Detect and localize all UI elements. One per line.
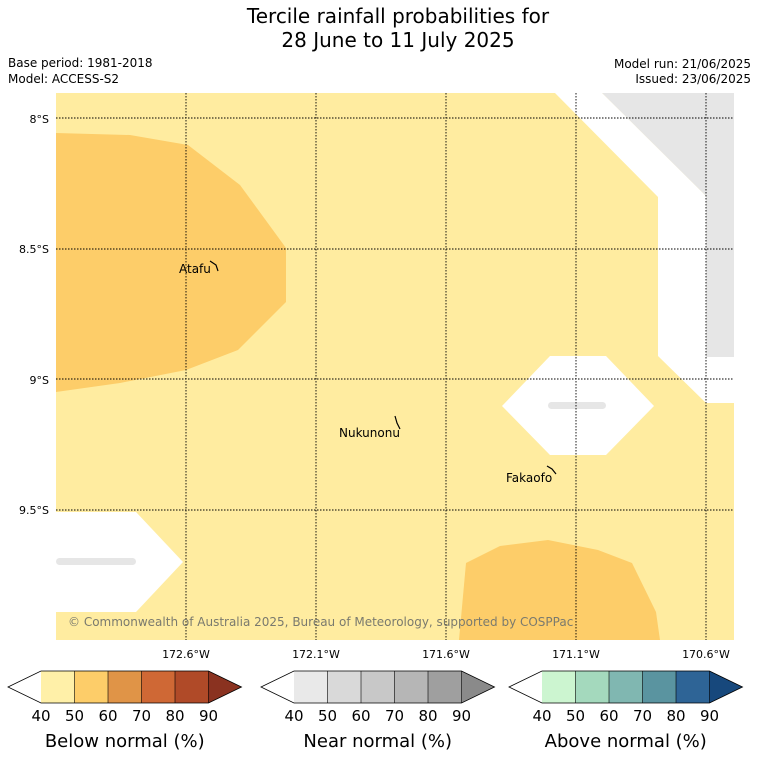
lat-labels: 8°S 8.5°S 9°S 9.5°S	[19, 113, 49, 517]
base-period: Base period: 1981-2018	[8, 56, 153, 70]
lon-label-171-6w: 171.6°W	[422, 648, 470, 661]
near-tick-label: 60	[351, 707, 370, 725]
above-swatch-5	[676, 671, 710, 703]
region-near-normal-center	[548, 402, 606, 409]
below-swatch-2	[74, 671, 108, 703]
near-tick-label: 80	[418, 707, 437, 725]
above-tick-label: 70	[633, 707, 652, 725]
lat-label-9-5s: 9.5°S	[19, 504, 49, 517]
above-lower-extend	[509, 671, 542, 703]
below-tick-label: 50	[65, 707, 84, 725]
lon-label-172-1w: 172.1°W	[292, 648, 340, 661]
lon-label-170-6w: 170.6°W	[682, 648, 730, 661]
below-swatch-3	[108, 671, 142, 703]
near-swatch-5	[428, 671, 462, 703]
model-name: Model: ACCESS-S2	[8, 72, 120, 86]
nukunonu-island	[394, 415, 401, 430]
above-swatch-3	[609, 671, 643, 703]
near-swatch-2	[327, 671, 361, 703]
above-swatch-1	[542, 671, 576, 703]
copyright-credit: © Commonwealth of Australia 2025, Bureau…	[68, 615, 573, 629]
above-tick-label: 60	[599, 707, 618, 725]
above-outline	[508, 670, 744, 704]
issued-date: Issued: 23/06/2025	[635, 72, 751, 86]
region-near-normal-sw	[56, 558, 136, 565]
above-swatch-4	[642, 671, 676, 703]
near-tick-label: 50	[318, 707, 337, 725]
near-swatch-1	[294, 671, 328, 703]
lat-label-8-5s: 8.5°S	[19, 243, 49, 256]
below-tick-label: 70	[132, 707, 151, 725]
region-below-50-60-west	[56, 133, 286, 392]
lon-labels: 172.6°W 172.1°W 171.6°W 171.1°W 170.6°W	[162, 648, 730, 661]
below-tick-label: 40	[31, 707, 50, 725]
atafu-island	[209, 260, 219, 272]
region-no-category-ne	[555, 93, 734, 403]
above-tick-label: 80	[666, 707, 685, 725]
fakaofo-island	[546, 465, 557, 475]
islands	[209, 260, 557, 475]
region-below-50-60-south	[459, 540, 660, 640]
fakaofo-label: Fakaofo	[506, 471, 552, 485]
below-tick-label: 90	[199, 707, 218, 725]
below-legend-title: Below normal (%)	[45, 731, 205, 752]
above-tick-label: 50	[566, 707, 585, 725]
above-swatch-2	[575, 671, 609, 703]
near-outline	[260, 670, 496, 704]
above-tick-label: 90	[700, 707, 719, 725]
above-legend-title: Above normal (%)	[545, 731, 707, 752]
nukunonu-label: Nukunonu	[339, 426, 400, 440]
near-swatch-3	[361, 671, 395, 703]
lat-label-8s: 8°S	[30, 113, 49, 126]
near-upper-extend	[461, 671, 495, 703]
above-upper-extend	[709, 671, 743, 703]
near-tick-label: 70	[385, 707, 404, 725]
lat-label-9s: 9°S	[30, 374, 49, 387]
above-tick-label: 40	[532, 707, 551, 725]
below-lower-extend	[8, 671, 41, 703]
below-swatch-1	[41, 671, 75, 703]
title-line-1: Tercile rainfall probabilities for	[246, 4, 550, 28]
near-tick-label: 90	[452, 707, 471, 725]
lon-label-171-1w: 171.1°W	[552, 648, 600, 661]
near-lower-extend	[261, 671, 294, 703]
title-line-2: 28 June to 11 July 2025	[281, 28, 515, 52]
below-outline	[7, 670, 243, 704]
near-tick-label: 40	[284, 707, 303, 725]
near-legend-title: Near normal (%)	[303, 731, 452, 752]
model-run: Model run: 21/06/2025	[613, 57, 751, 71]
below-tick-label: 80	[165, 707, 184, 725]
graticule	[56, 93, 734, 640]
below-upper-extend	[208, 671, 242, 703]
atafu-label: Atafu	[179, 262, 211, 276]
lon-label-172-6w: 172.6°W	[162, 648, 210, 661]
below-tick-label: 60	[98, 707, 117, 725]
region-near-normal-ne	[602, 93, 734, 357]
below-swatch-5	[175, 671, 209, 703]
colorbar-below: 40 50 60 70 80 90 Below normal (%)	[7, 670, 243, 752]
near-swatch-4	[394, 671, 428, 703]
below-swatch-4	[141, 671, 175, 703]
map-fill	[56, 93, 734, 640]
colorbar-above: 40 50 60 70 80 90 Above normal (%)	[508, 670, 744, 752]
